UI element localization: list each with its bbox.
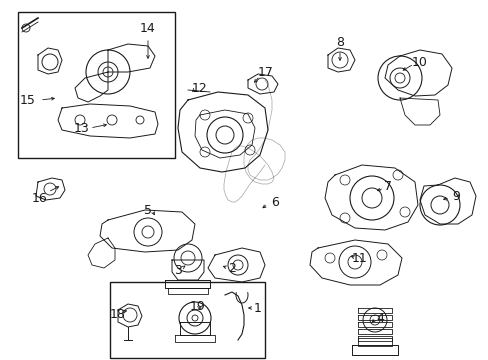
Text: 19: 19: [190, 300, 205, 312]
Text: 11: 11: [351, 252, 367, 265]
Bar: [110, 282, 264, 358]
Text: 3: 3: [174, 264, 182, 276]
Bar: [18, 12, 175, 158]
Text: 17: 17: [258, 66, 273, 78]
Text: 8: 8: [335, 36, 343, 49]
Text: 2: 2: [227, 261, 235, 274]
Text: 1: 1: [254, 302, 262, 315]
Text: 14: 14: [140, 22, 156, 35]
Text: 10: 10: [411, 55, 427, 68]
Text: 13: 13: [74, 122, 90, 135]
Text: 7: 7: [383, 180, 391, 193]
Text: 12: 12: [192, 81, 207, 94]
Text: 4: 4: [375, 311, 383, 324]
Text: 6: 6: [270, 195, 278, 208]
Text: 5: 5: [143, 203, 152, 216]
Text: 16: 16: [32, 192, 48, 204]
Text: 15: 15: [20, 94, 36, 107]
Text: 18: 18: [110, 307, 126, 320]
Text: 9: 9: [451, 189, 459, 202]
